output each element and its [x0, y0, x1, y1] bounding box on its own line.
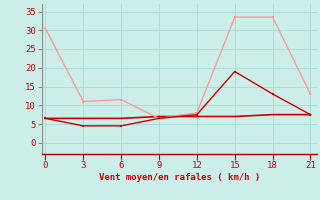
X-axis label: Vent moyen/en rafales ( km/h ): Vent moyen/en rafales ( km/h ) [99, 173, 260, 182]
